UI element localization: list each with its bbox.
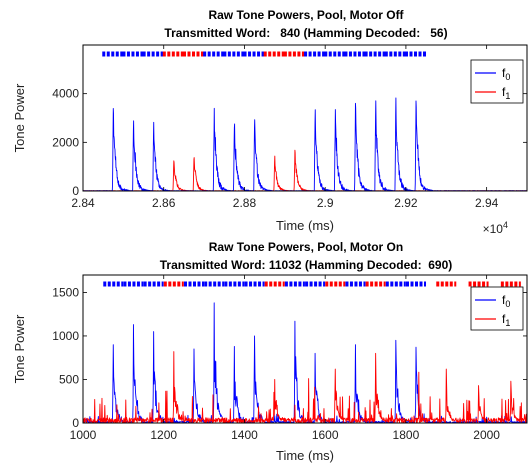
series-line-f1 — [82, 351, 528, 424]
chart-subtitle: Transmitted Word: 11032 (Hamming Decoded… — [160, 258, 453, 272]
y-axis-label: Tone Power — [12, 83, 27, 152]
x-axis-label: Time (ms) — [276, 448, 334, 463]
legend-entry-f1: f1 — [502, 312, 510, 328]
panel-motor-on: Raw Tone Powers, Pool, Motor On Transmit… — [12, 240, 528, 463]
y-tick-label: 4000 — [52, 87, 79, 101]
series-line-f0 — [82, 97, 528, 192]
legend: f0 f1 — [470, 59, 524, 104]
x-tick-label: 1600 — [312, 428, 339, 442]
y-tick-label: 0 — [72, 416, 79, 430]
series-line-f1 — [82, 149, 528, 192]
y-tick-label: 0 — [72, 184, 79, 198]
y-tick-label: 500 — [59, 372, 79, 386]
chart-title: Raw Tone Powers, Pool, Motor Off — [208, 8, 404, 22]
x-tick-label: 2000 — [473, 428, 500, 442]
y-tick-label: 1000 — [52, 329, 79, 343]
y-tick-label: 1500 — [52, 285, 79, 299]
x-tick-label: 1800 — [393, 428, 420, 442]
x-tick-label: 1000 — [70, 428, 97, 442]
x-exponent-label: ×104 — [483, 220, 508, 236]
y-axis-label: Tone Power — [12, 314, 27, 383]
legend-box — [470, 59, 524, 104]
y-tick-label: 2000 — [52, 135, 79, 149]
x-axis-label: Time (ms) — [276, 218, 334, 233]
panel-motor-off: Raw Tone Powers, Pool, Motor Off Transmi… — [12, 8, 528, 236]
x-tick-label: 2.84 — [71, 196, 95, 210]
legend-entry-f0: f0 — [502, 293, 510, 309]
series-line-f0 — [82, 302, 528, 424]
x-tick-label: 2.86 — [152, 196, 176, 210]
x-tick-label: 2.9 — [317, 196, 334, 210]
x-tick-label: 2.92 — [394, 196, 418, 210]
x-tick-label: 1200 — [150, 428, 177, 442]
legend-entry-f0: f0 — [502, 66, 510, 82]
legend-entry-f1: f1 — [502, 85, 510, 101]
x-tick-label: 1400 — [231, 428, 258, 442]
chart-subtitle: Transmitted Word: 840 (Hamming Decoded: … — [164, 26, 447, 40]
chart-title: Raw Tone Powers, Pool, Motor On — [209, 240, 403, 254]
x-tick-label: 2.88 — [233, 196, 257, 210]
plot-frame — [82, 274, 528, 424]
legend: f0 f1 — [470, 286, 524, 331]
plot-frame — [82, 44, 528, 192]
x-tick-label: 2.94 — [475, 196, 499, 210]
legend-box — [470, 286, 524, 331]
